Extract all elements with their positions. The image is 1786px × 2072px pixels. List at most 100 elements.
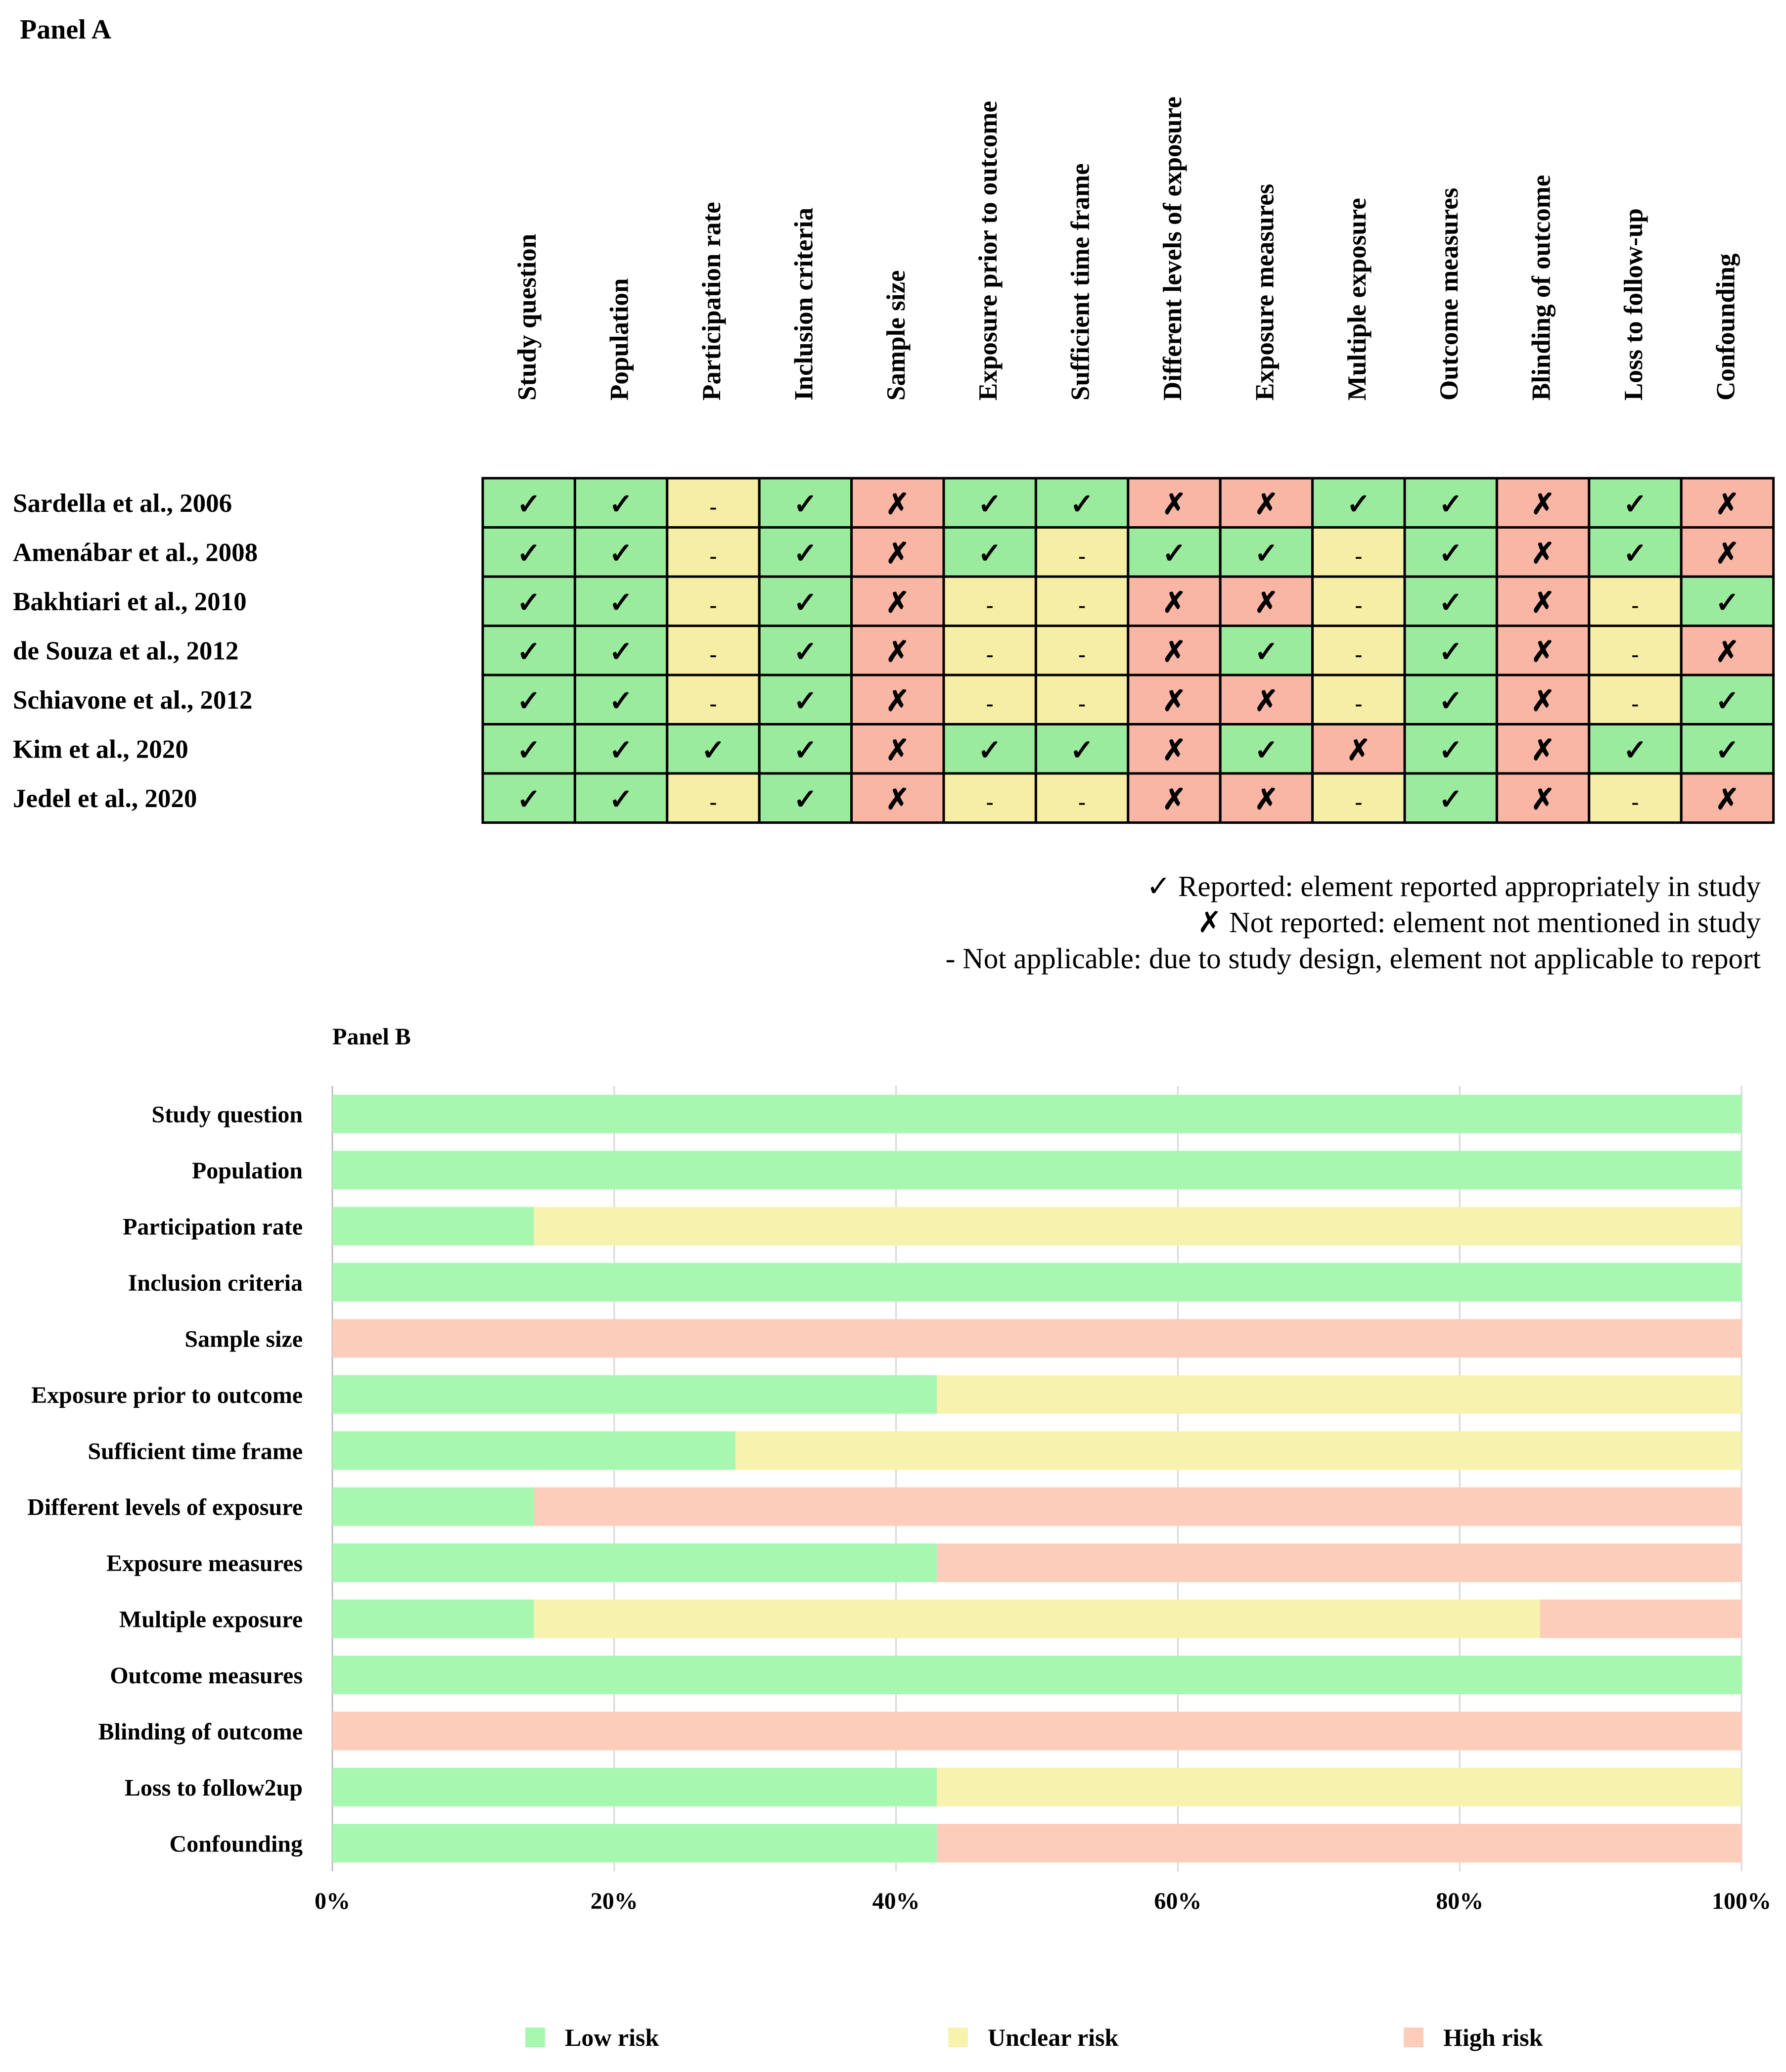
bar-segment (332, 1151, 1741, 1190)
dash-icon: - (1078, 543, 1086, 568)
check-icon: ✓ (609, 685, 633, 717)
cross-icon: ✗ (1715, 783, 1740, 815)
category-label: Sufficient time frame (88, 1438, 303, 1464)
x-tick-label: 60% (1154, 1888, 1201, 1914)
dash-icon: - (1078, 593, 1086, 617)
check-icon: ✓ (1254, 635, 1279, 668)
panel-a: Panel A Study question Population Particip… (13, 14, 1775, 975)
bar-segment (534, 1207, 1741, 1246)
legend-swatch (525, 2027, 545, 2047)
study-label: Amenábar et al., 2008 (13, 538, 258, 567)
study-label: Jedel et al., 2020 (13, 784, 197, 813)
assessment-cell (573, 526, 669, 578)
dash-icon: - (1078, 790, 1086, 814)
cross-icon: ✗ (1162, 734, 1187, 766)
bar-segment (332, 1319, 1741, 1358)
bar-segment (332, 1767, 937, 1806)
check-icon: ✓ (609, 635, 633, 668)
check-icon: ✓ (517, 635, 541, 668)
cross-icon: ✗ (1254, 783, 1279, 815)
check-icon: ✓ (1439, 488, 1463, 520)
dash-icon: - (1632, 790, 1639, 814)
assessment-cell (758, 625, 853, 676)
legend-line: ✓ Reported: element reported appropriate… (1146, 870, 1761, 902)
assessment-cell (1495, 625, 1591, 676)
category-label: Inclusion criteria (128, 1270, 303, 1296)
check-icon: ✓ (1254, 537, 1279, 569)
check-icon: ✓ (517, 685, 541, 717)
check-icon: ✓ (609, 734, 633, 766)
check-icon: ✓ (1346, 488, 1371, 520)
assessment-cell (1219, 625, 1314, 676)
assessment-cell (1680, 772, 1775, 824)
study-label: Schiavone et al., 2012 (13, 686, 252, 715)
domain-header: Participation rate (697, 202, 726, 401)
cross-icon: ✗ (1162, 685, 1187, 717)
dash-icon: - (710, 790, 717, 814)
assessment-cell (1311, 674, 1406, 725)
cross-icon: ✗ (885, 734, 910, 766)
dash-icon: - (1355, 593, 1362, 617)
domain-headers: Study question Population Participation ra… (513, 96, 1740, 401)
cross-icon: ✗ (1254, 586, 1279, 619)
check-icon: ✓ (1070, 488, 1094, 520)
check-icon: ✓ (517, 586, 541, 619)
assessment-cell (1034, 772, 1130, 824)
category-label: Outcome measures (110, 1663, 303, 1689)
domain-header: Sufficient time frame (1066, 163, 1095, 401)
check-icon: ✓ (517, 783, 541, 815)
assessment-cell (1219, 772, 1314, 824)
check-icon: ✓ (793, 783, 818, 815)
assessment-cell (1403, 772, 1498, 824)
bar-segment (332, 1094, 1741, 1133)
x-gridlines (331, 1086, 1742, 1871)
bar-segment (332, 1431, 735, 1470)
dash-icon: - (1355, 543, 1362, 568)
assessment-cell (1127, 772, 1222, 824)
assessment-cell (1127, 625, 1222, 676)
assessment-cell (1588, 625, 1683, 676)
dash-icon: - (710, 691, 717, 716)
assessment-cell (666, 723, 761, 775)
domain-header: Outcome measures (1435, 188, 1464, 401)
dash-icon: - (1632, 642, 1639, 666)
assessment-cell (1403, 674, 1498, 725)
cross-icon: ✗ (1254, 488, 1279, 520)
cross-icon: ✗ (1531, 734, 1555, 766)
bar-segment (735, 1431, 1741, 1470)
cross-icon: ✗ (1531, 783, 1555, 815)
domain-header: Different levels of exposure (1158, 96, 1187, 401)
category-label: Confounding (170, 1831, 303, 1857)
legend-label: High risk (1443, 2024, 1543, 2051)
check-icon: ✓ (793, 488, 818, 520)
check-icon: ✓ (517, 734, 541, 766)
cross-icon: ✗ (1162, 586, 1187, 619)
check-icon: ✓ (1623, 734, 1648, 766)
dash-icon: - (710, 642, 717, 666)
dash-icon: - (1355, 691, 1362, 716)
bar-segment (1540, 1599, 1741, 1638)
assessment-cell (1219, 526, 1314, 578)
dash-icon: - (986, 642, 994, 666)
cross-icon: ✗ (1254, 685, 1279, 717)
assessment-cell (1495, 674, 1591, 725)
check-icon: ✓ (517, 488, 541, 520)
category-label: Exposure prior to outcome (31, 1382, 303, 1408)
assessment-cell (1588, 674, 1683, 725)
panel-b: Panel B Study question Population Particip… (27, 1024, 1771, 2051)
assessment-cell (758, 723, 853, 775)
bar-segment (332, 1599, 534, 1638)
assessment-cell (1034, 625, 1130, 676)
check-icon: ✓ (609, 783, 633, 815)
check-icon: ✓ (1439, 783, 1463, 815)
category-label: Blinding of outcome (98, 1718, 303, 1745)
assessment-cell (1127, 477, 1222, 529)
assessment-cell (1495, 723, 1591, 775)
assessment-cell (666, 625, 761, 676)
dash-icon: - (1632, 593, 1639, 617)
assessment-cell (942, 477, 1037, 529)
domain-header: Study question (513, 234, 542, 401)
bar-segment (937, 1543, 1741, 1582)
cross-icon: ✗ (1346, 734, 1371, 766)
